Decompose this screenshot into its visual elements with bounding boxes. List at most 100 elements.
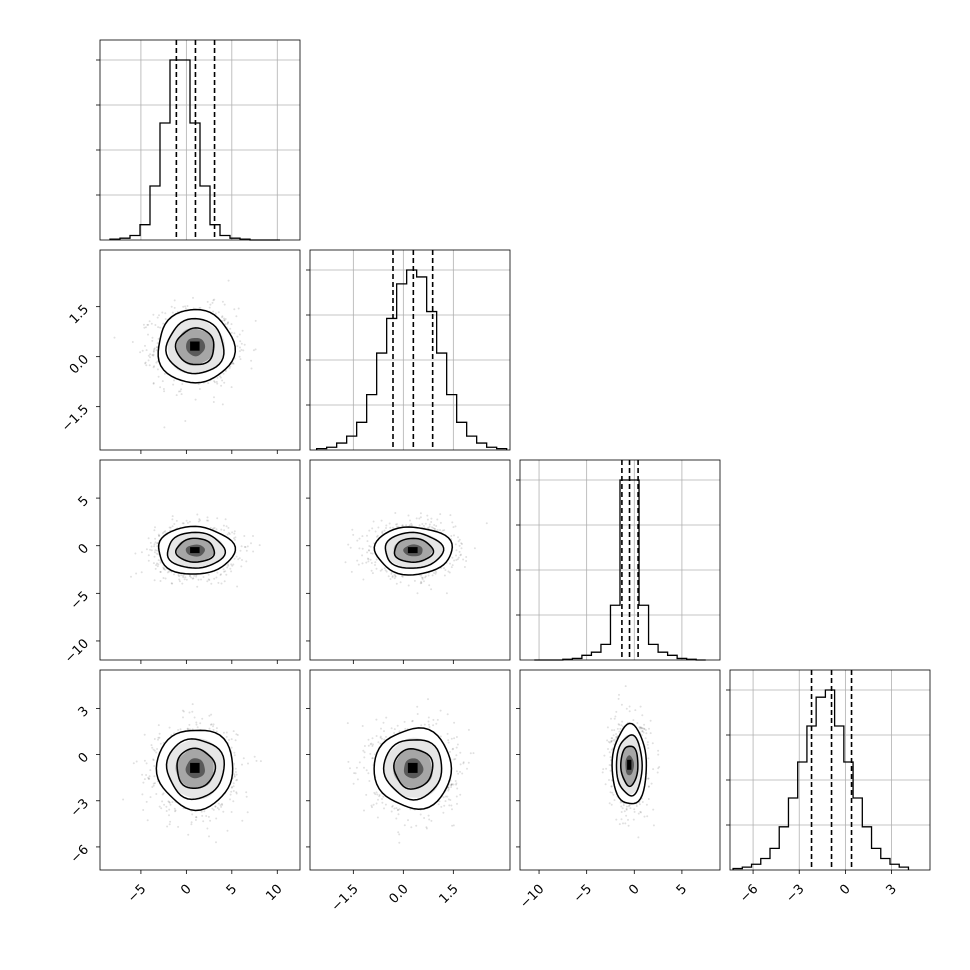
scatter-point: [184, 576, 187, 579]
scatter-point: [156, 346, 159, 349]
scatter-point: [222, 568, 225, 571]
scatter-point: [168, 801, 171, 804]
scatter-point: [361, 725, 364, 727]
scatter-point: [457, 536, 459, 539]
contour-line-0-1: [165, 317, 225, 375]
scatter-point: [151, 746, 154, 749]
scatter-point: [361, 562, 364, 565]
scatter-point: [213, 380, 216, 383]
scatter-point: [165, 810, 168, 812]
scatter-point: [144, 362, 147, 365]
scatter-point: [449, 562, 451, 565]
scatter-point: [246, 545, 249, 548]
scatter-point: [216, 517, 219, 520]
scatter-point: [358, 537, 361, 540]
scatter-point: [157, 736, 160, 739]
scatter-point: [427, 574, 430, 577]
scatter-point: [394, 575, 397, 578]
scatter-point: [445, 592, 448, 595]
scatter-point: [173, 732, 176, 735]
scatter-point: [147, 333, 149, 336]
scatter-point: [145, 349, 148, 352]
scatter-point: [206, 519, 208, 522]
scatter-point: [366, 551, 369, 554]
scatter-point: [172, 383, 175, 386]
scatter-point: [401, 524, 404, 527]
scatter-point: [426, 518, 429, 521]
scatter-point: [235, 792, 238, 795]
scatter-point: [232, 563, 235, 566]
scatter-point: [258, 544, 261, 547]
pair-frame-1: [99, 459, 301, 661]
scatter-point: [252, 550, 255, 553]
scatter-point: [156, 542, 159, 544]
scatter-point: [455, 754, 458, 757]
scatter-point: [415, 517, 418, 520]
scatter-point: [231, 564, 234, 567]
scatter-point: [198, 388, 201, 390]
scatter-point: [222, 810, 225, 813]
scatter-point: [453, 559, 456, 562]
scatter-point: [188, 723, 191, 726]
scatter-point: [233, 557, 236, 560]
scatter-point: [155, 552, 158, 555]
scatter-point: [450, 786, 453, 788]
scatter-point: [371, 572, 374, 575]
scatter-point: [150, 322, 153, 325]
scatter-point: [223, 580, 226, 583]
scatter-point: [230, 386, 233, 389]
scatter-point: [221, 403, 224, 406]
scatter-point: [463, 566, 466, 568]
scatter-point: [151, 339, 154, 342]
scatter-point: [395, 817, 398, 820]
scatter-point: [152, 759, 155, 762]
hist-panel-0: [96, 39, 301, 241]
scatter-point: [245, 560, 248, 563]
hist-grid-1: [310, 250, 510, 450]
scatter-point: [213, 381, 216, 384]
scatter-point: [212, 310, 215, 313]
scatter-point: [178, 390, 180, 393]
scatter-point: [428, 525, 431, 528]
scatter-point: [459, 770, 461, 773]
scatter-point: [431, 526, 433, 529]
scatter-point: [232, 362, 235, 365]
scatter-point: [157, 738, 159, 741]
scatter-point: [184, 307, 187, 310]
scatter-point: [443, 567, 445, 570]
scatter-point: [213, 577, 216, 580]
scatter-point: [244, 546, 247, 549]
scatter-point: [225, 735, 228, 738]
scatter-point: [358, 761, 361, 764]
scatter-point: [164, 312, 167, 315]
scatter-point: [225, 573, 228, 576]
scatter-point: [381, 801, 384, 804]
scatter-point: [238, 333, 241, 336]
scatter-point: [418, 517, 421, 520]
scatter-point: [153, 529, 156, 532]
scatter-point: [473, 547, 476, 550]
scatter-point: [459, 554, 462, 557]
scatter-point: [418, 524, 421, 527]
scatter-point: [164, 577, 167, 580]
scatter-point: [250, 542, 252, 545]
scatter-point: [384, 569, 387, 572]
scatter-point: [381, 798, 383, 800]
pair-frame-3: [99, 669, 301, 871]
scatter-point: [361, 535, 364, 538]
scatter-point: [195, 721, 198, 724]
scatter-point: [148, 320, 151, 323]
scatter-point: [443, 529, 446, 532]
scatter-point: [132, 762, 135, 765]
scatter-point: [246, 811, 249, 814]
scatter-point: [223, 319, 226, 322]
scatter-point: [152, 349, 155, 352]
scatter-point: [233, 754, 236, 757]
scatter-point: [192, 577, 195, 580]
scatter-point: [363, 809, 365, 812]
scatter-point: [191, 710, 194, 713]
scatter-point: [159, 571, 162, 573]
scatter-point: [207, 382, 210, 385]
scatter-point: [441, 529, 444, 532]
